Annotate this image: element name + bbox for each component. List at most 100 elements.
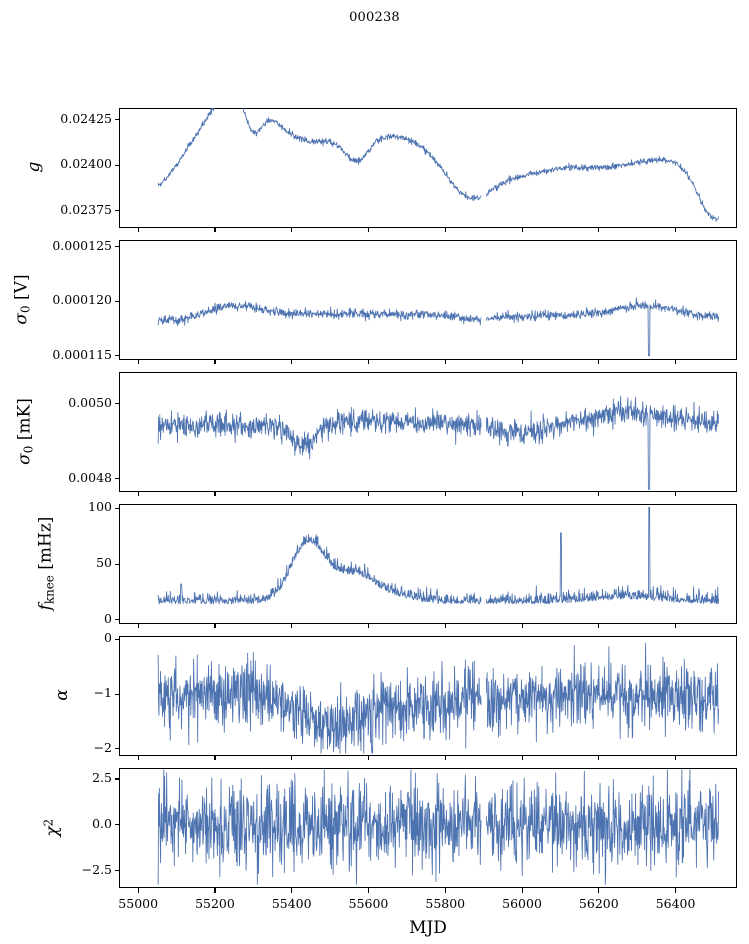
x-tick-mark [598, 360, 600, 364]
panel-frame-f_knee [119, 504, 737, 624]
x-tick-mark [444, 492, 446, 496]
x-tick-mark [291, 888, 293, 893]
y-axis-label-f_knee: fknee [mHz] [35, 516, 57, 611]
x-tick-label: 56000 [502, 896, 542, 911]
x-tick-mark [444, 360, 446, 364]
y-tick-mark [114, 355, 119, 357]
y-tick-mark [114, 748, 119, 750]
y-tick-label: 100 [88, 499, 112, 515]
y-tick-label: −2.5 [81, 861, 112, 877]
x-tick-label: 55200 [195, 896, 235, 911]
x-tick-mark [137, 360, 139, 364]
series-line-alpha [157, 642, 720, 754]
x-axis-label: MJD [409, 918, 447, 938]
x-tick-mark [598, 228, 600, 232]
plot-panel-chi2 [114, 768, 737, 893]
y-tick-mark [114, 478, 119, 480]
x-tick-mark [137, 624, 139, 628]
x-tick-mark [444, 228, 446, 232]
x-tick-mark [137, 228, 139, 232]
y-tick-mark [114, 119, 119, 121]
x-tick-mark [521, 756, 523, 760]
y-axis-label-sigma0_mK: σ0 [mK] [14, 398, 36, 465]
x-tick-label: 55600 [348, 896, 389, 911]
x-tick-mark [214, 756, 216, 760]
x-tick-mark [137, 756, 139, 760]
x-tick-mark [291, 624, 293, 628]
panel-frame-gain [119, 108, 737, 228]
x-tick-mark [521, 360, 523, 364]
y-tick-label: −1 [93, 685, 112, 701]
series-line-f_knee [157, 506, 720, 605]
y-tick-mark [114, 164, 119, 166]
x-tick-label: 56200 [578, 896, 619, 911]
x-tick-mark [675, 360, 677, 364]
y-tick-mark [114, 563, 119, 565]
x-tick-label: 56400 [655, 896, 696, 911]
y-tick-mark [114, 210, 119, 212]
y-tick-label: 0.02375 [60, 201, 112, 217]
x-tick-mark [675, 492, 677, 496]
x-tick-mark [675, 888, 677, 893]
x-tick-mark [598, 624, 600, 628]
y-tick-label: 2.5 [92, 769, 112, 785]
series-line-sigma0_volts [157, 297, 720, 357]
y-tick-mark [114, 870, 119, 872]
plot-panel-f_knee [114, 504, 737, 628]
plot-panel-sigma0_volts [114, 240, 737, 364]
y-tick-label: −2 [93, 739, 112, 755]
plot-panel-alpha [114, 636, 737, 760]
y-tick-label: 0 [104, 630, 112, 646]
y-tick-mark [114, 638, 119, 640]
x-tick-mark [368, 756, 370, 760]
x-tick-label: 55000 [118, 896, 159, 911]
x-tick-mark [675, 624, 677, 628]
series-line-sigma0_mK [157, 395, 720, 490]
x-tick-mark [137, 492, 139, 496]
y-tick-label: 0.0050 [68, 394, 112, 410]
x-tick-mark [444, 624, 446, 628]
x-tick-mark [214, 624, 216, 628]
x-tick-mark [291, 228, 293, 232]
panel-frame-sigma0_volts [119, 240, 737, 360]
x-tick-mark [214, 492, 216, 496]
x-tick-mark [598, 888, 600, 893]
x-tick-mark [521, 888, 523, 893]
x-tick-mark [521, 624, 523, 628]
y-axis-label-chi2: χ2 [41, 818, 63, 837]
x-tick-label: 55800 [425, 896, 466, 911]
y-tick-label: 0 [104, 610, 112, 626]
x-tick-mark [291, 492, 293, 496]
x-tick-mark [598, 492, 600, 496]
y-tick-label: 0.02425 [60, 110, 112, 126]
y-tick-mark [114, 824, 119, 826]
y-tick-label: 0.000125 [52, 237, 112, 253]
x-tick-mark [137, 888, 139, 893]
x-tick-mark [214, 360, 216, 364]
x-tick-mark [368, 228, 370, 232]
x-tick-mark [368, 888, 370, 893]
x-tick-mark [214, 888, 216, 893]
x-tick-mark [444, 756, 446, 760]
x-tick-mark [444, 888, 446, 893]
y-tick-mark [114, 778, 119, 780]
y-tick-mark [114, 507, 119, 510]
x-tick-mark [521, 492, 523, 496]
x-tick-mark [368, 624, 370, 628]
x-tick-mark [291, 756, 293, 760]
y-axis-label-gain: g [24, 161, 44, 173]
series-line-chi2 [157, 769, 720, 885]
x-tick-mark [675, 756, 677, 760]
x-tick-mark [368, 492, 370, 496]
y-tick-mark [114, 403, 119, 405]
y-tick-label: 0.0 [92, 815, 112, 831]
y-tick-mark [114, 246, 119, 248]
y-axis-label-alpha: α [52, 689, 72, 701]
y-axis-label-sigma0_volts: σ0 [V] [11, 274, 33, 325]
series-line-gain [157, 108, 720, 222]
x-tick-mark [521, 228, 523, 232]
plot-panel-gain [114, 108, 737, 232]
y-tick-mark [114, 300, 119, 302]
y-tick-label: 0.000115 [52, 346, 112, 362]
x-tick-mark [675, 228, 677, 232]
